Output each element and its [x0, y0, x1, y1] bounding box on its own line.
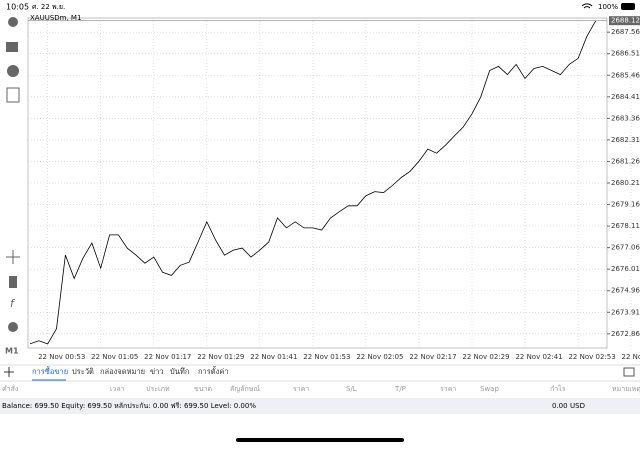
status-time: 10:05: [6, 3, 29, 12]
trade-icon[interactable]: [6, 42, 18, 52]
column-header: Swap: [480, 385, 499, 393]
column-header: กำไร: [550, 384, 566, 393]
column-header: หมายเหตุ: [612, 385, 640, 393]
y-tick-label: 2687.560: [611, 28, 640, 36]
battery-icon: [621, 3, 635, 10]
summary-profit: 0.00: [552, 402, 568, 410]
battery-text: 100%: [598, 3, 618, 11]
account-icon[interactable]: [8, 17, 18, 27]
tab[interactable]: การซื้อขาย: [32, 366, 68, 376]
y-tick-label: 2678.110: [611, 222, 640, 230]
x-tick-label: 22 Nov 01:05: [91, 353, 138, 361]
indicators-icon[interactable]: [9, 276, 17, 288]
timeframe-button[interactable]: M1: [5, 347, 19, 356]
status-date: ศ. 22 พ.ย.: [32, 3, 65, 11]
column-header: สัญลักษณ์: [230, 385, 260, 393]
y-tick-label: 2673.910: [611, 308, 640, 316]
x-tick-label: 22 Nov 01:53: [303, 353, 350, 361]
summary-text: Balance: 699.50 Equity: 699.50 หลักประกั…: [2, 402, 256, 410]
price-line: [29, 20, 597, 345]
y-tick-label: 2677.060: [611, 244, 640, 252]
column-header: ราคา: [293, 385, 309, 393]
x-tick-label: 22 Nov 02:53: [568, 353, 615, 361]
objects-icon[interactable]: [8, 322, 18, 332]
tab[interactable]: กล่องจดหมาย: [100, 367, 145, 376]
summary-currency: USD: [570, 402, 585, 410]
y-tick-label: 2683.360: [611, 114, 640, 122]
column-header: ราคา: [440, 385, 456, 393]
x-tick-label: 22 Nov 02:05: [356, 353, 403, 361]
tab[interactable]: ประวัติ: [72, 367, 94, 376]
x-tick-label: 22 Nov 01:29: [197, 353, 244, 361]
x-tick-label: 22 Nov 02:17: [409, 353, 456, 361]
tab[interactable]: การตั้งค่า: [198, 366, 229, 376]
y-tick-label: 2680.210: [611, 179, 640, 187]
x-tick-label: 22 Nov 00:53: [38, 353, 85, 361]
toolbar: f M1: [5, 17, 20, 356]
column-header: T/P: [394, 385, 406, 393]
x-tick-label: 22 Nov 01:41: [250, 353, 297, 361]
home-indicator: [236, 438, 404, 442]
function-icon[interactable]: f: [10, 297, 16, 310]
x-tick-label: 22 Nov 02:41: [515, 353, 562, 361]
wifi-icon: [581, 3, 593, 9]
y-tick-label: 2674.960: [611, 287, 640, 295]
y-tick-label: 2672.860: [611, 330, 640, 338]
y-tick-label: 2676.010: [611, 265, 640, 273]
column-header: ขนาด: [194, 385, 212, 393]
y-tick-label: 2679.160: [611, 201, 640, 209]
column-header: S/L: [346, 385, 357, 393]
column-header: คำสั่ง: [2, 384, 18, 393]
column-header: ประเภท: [146, 385, 170, 393]
x-tick-label: 22 Nov 02:29: [462, 353, 509, 361]
tab[interactable]: บันทึก: [170, 367, 189, 376]
current-price-box: [609, 16, 640, 26]
x-tick-label: 22 Nov 03:05: [622, 353, 640, 361]
column-header: เวลา: [110, 385, 125, 393]
current-price-label: 2688.120: [611, 17, 640, 25]
crosshair-icon[interactable]: [6, 250, 20, 264]
chat-icon[interactable]: [7, 65, 19, 77]
y-tick-label: 2686.510: [611, 50, 640, 58]
layout-icon[interactable]: [623, 367, 635, 377]
y-tick-label: 2682.310: [611, 136, 640, 144]
y-tick-label: 2684.410: [611, 93, 640, 101]
tab[interactable]: ข่าว: [150, 367, 164, 376]
x-tick-label: 22 Nov 01:17: [144, 353, 191, 361]
y-tick-label: 2685.460: [611, 71, 640, 79]
chart-title: XAUUSDm, M1: [30, 14, 81, 22]
add-button[interactable]: [4, 367, 14, 377]
y-tick-label: 2681.260: [611, 157, 640, 165]
summary-bar: [0, 398, 640, 414]
new-order-icon[interactable]: [6, 87, 20, 103]
